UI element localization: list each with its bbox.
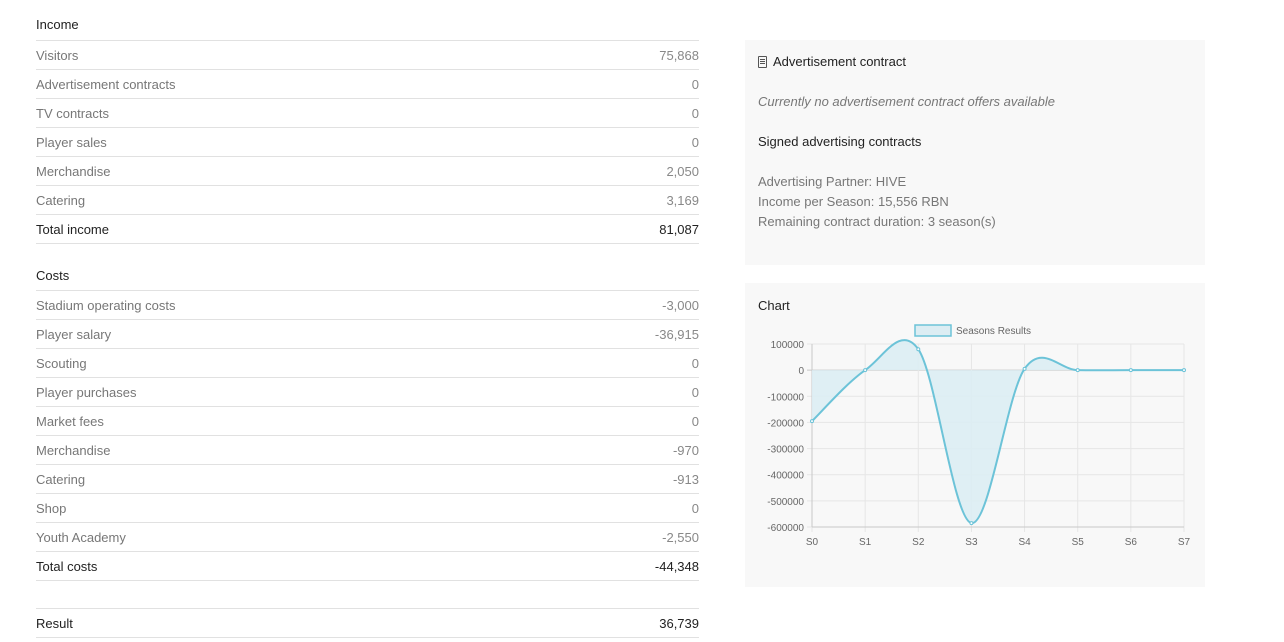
y-tick-label: 100000 (771, 340, 805, 351)
y-tick-label: -600000 (767, 523, 804, 534)
costs-row-label: Market fees (36, 413, 104, 429)
costs-row-label: Stadium operating costs (36, 297, 176, 313)
x-tick-label: S5 (1072, 537, 1085, 548)
y-tick-label: -400000 (767, 471, 804, 482)
data-point (1128, 368, 1133, 373)
data-point (863, 368, 868, 373)
costs-row-label: Shop (36, 500, 67, 516)
data-point (1075, 368, 1080, 373)
seasons-chart: 100000 0 -100000 -200000 -300000 -400000 -5000… (767, 324, 1191, 548)
x-tick-label: S6 (1125, 537, 1138, 548)
costs-row: Player salary -36,915 (36, 319, 699, 348)
income-row-label: TV contracts (36, 105, 109, 121)
costs-row-value: -970 (672, 442, 699, 458)
costs-row: Stadium operating costs -3,000 (36, 290, 699, 319)
data-point (1182, 368, 1186, 373)
income-row-label: Visitors (36, 47, 79, 63)
costs-row: Shop 0 (36, 493, 699, 522)
costs-title: Costs (36, 268, 70, 283)
costs-row-label: Scouting (36, 355, 87, 371)
advertisement-header: Advertisement contract (758, 54, 906, 69)
costs-total-label: Total costs (36, 558, 98, 574)
chart-title: Chart (758, 298, 790, 313)
income-row-value: 0 (691, 76, 699, 92)
costs-row-label: Catering (36, 471, 86, 487)
data-point (810, 419, 814, 424)
y-tick-label: 0 (798, 366, 804, 377)
income-row-value: 3,169 (666, 192, 699, 208)
result-row: Result 36,739 (36, 608, 699, 638)
income-row: Visitors 75,868 (36, 40, 699, 69)
income-row: Advertisement contracts 0 (36, 69, 699, 98)
income-row: Catering 3,169 (36, 185, 699, 214)
income-row-value: 2,050 (666, 163, 699, 179)
y-tick-label: -500000 (767, 497, 804, 508)
costs-row-label: Player salary (36, 326, 112, 342)
costs-row: Player purchases 0 (36, 377, 699, 406)
costs-row-value: -913 (672, 471, 699, 487)
income-total-row: Total income 81,087 (36, 214, 699, 244)
advertisement-panel: Advertisement contract Currently no adve… (745, 40, 1205, 265)
x-tick-label: S7 (1178, 537, 1191, 548)
costs-row: Merchandise -970 (36, 435, 699, 464)
contract-partner: Advertising Partner: HIVE (758, 174, 907, 189)
costs-row: Catering -913 (36, 464, 699, 493)
advertisement-note: Currently no advertisement contract offe… (758, 94, 1055, 109)
income-row-label: Catering (36, 192, 86, 208)
legend-label: Seasons Results (956, 326, 1031, 337)
finance-table: Income Visitors 75,868 Advertisement contr… (36, 0, 699, 638)
income-row-value: 0 (691, 105, 699, 121)
costs-row: Market fees 0 (36, 406, 699, 435)
legend-swatch (914, 324, 952, 337)
contract-income: Income per Season: 15,556 RBN (758, 194, 949, 209)
income-title: Income (36, 17, 79, 32)
costs-row-value: 0 (691, 384, 699, 400)
costs-total-row: Total costs -44,348 (36, 551, 699, 581)
income-row: TV contracts 0 (36, 98, 699, 127)
costs-row-value: -36,915 (654, 326, 699, 342)
income-row-value: 0 (691, 134, 699, 150)
costs-row-value: -3,000 (662, 297, 699, 313)
x-tick-label: S1 (859, 537, 872, 548)
income-total-value: 81,087 (659, 221, 699, 237)
y-tick-label: -300000 (767, 445, 804, 456)
income-row-value: 75,868 (659, 47, 699, 63)
costs-row: Scouting 0 (36, 348, 699, 377)
data-point (916, 347, 921, 352)
income-row-label: Player sales (36, 134, 107, 150)
costs-row-value: 0 (691, 413, 699, 429)
income-total-label: Total income (36, 221, 109, 237)
x-tick-label: S0 (806, 537, 819, 548)
series-area (812, 340, 1184, 524)
data-point (969, 521, 974, 526)
costs-row-label: Player purchases (36, 384, 137, 400)
result-label: Result (36, 615, 73, 631)
costs-row-label: Merchandise (36, 442, 111, 458)
costs-row-value: -2,550 (662, 529, 699, 545)
income-row-label: Merchandise (36, 163, 111, 179)
document-icon (758, 55, 767, 68)
x-tick-label: S4 (1018, 537, 1031, 548)
costs-row: Youth Academy -2,550 (36, 522, 699, 551)
costs-row-value: 0 (691, 355, 699, 371)
costs-rows: Stadium operating costs -3,000 Player sala… (36, 290, 699, 551)
advertisement-title: Advertisement contract (773, 54, 906, 69)
contract-duration: Remaining contract duration: 3 season(s) (758, 214, 996, 229)
income-row: Player sales 0 (36, 127, 699, 156)
x-tick-label: S2 (912, 537, 925, 548)
income-row-label: Advertisement contracts (36, 76, 176, 92)
signed-contracts-title: Signed advertising contracts (758, 134, 922, 149)
costs-row-label: Youth Academy (36, 529, 126, 545)
chart-panel: Chart 100000 0 -100000 -200000 -300000 -40000… (745, 283, 1205, 587)
series-line (811, 339, 1184, 525)
income-rows: Visitors 75,868 Advertisement contracts 0 TV… (36, 40, 699, 214)
income-row: Merchandise 2,050 (36, 156, 699, 185)
result-value: 36,739 (659, 615, 699, 631)
y-tick-label: -200000 (767, 418, 804, 429)
costs-total-value: -44,348 (654, 558, 699, 574)
data-point (1022, 366, 1027, 371)
x-tick-label: S3 (965, 537, 978, 548)
costs-row-value: 0 (691, 500, 699, 516)
y-tick-label: -100000 (767, 392, 804, 403)
